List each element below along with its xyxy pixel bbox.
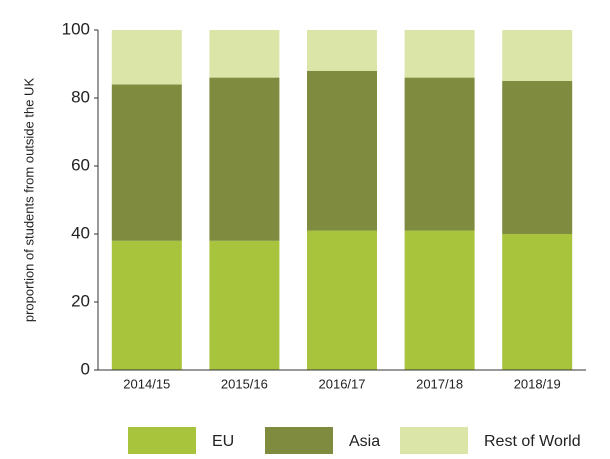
bar-segment xyxy=(502,234,573,370)
legend-swatch xyxy=(400,427,468,454)
bar-segment xyxy=(307,30,377,71)
bar-segment xyxy=(502,30,573,81)
x-tick-label: 2015/16 xyxy=(221,376,268,391)
bar-segment xyxy=(307,230,377,370)
y-tick-label: 80 xyxy=(71,87,90,106)
bar-segment xyxy=(404,77,475,231)
x-tick-label: 2018/19 xyxy=(514,376,561,391)
bar-segment xyxy=(209,240,280,370)
x-tick-label: 2014/15 xyxy=(123,376,170,391)
y-axis-title: proportion of students from outside the … xyxy=(21,78,36,323)
y-tick-label: 20 xyxy=(71,291,90,310)
bar-segment xyxy=(404,230,475,370)
y-tick-label: 40 xyxy=(71,223,90,242)
bar-segment xyxy=(502,81,573,234)
bar-segment xyxy=(307,70,377,231)
legend-label: Asia xyxy=(349,433,380,450)
y-tick-label: 0 xyxy=(81,359,90,378)
legend-label: EU xyxy=(212,433,234,450)
x-tick-label: 2017/18 xyxy=(416,376,463,391)
legend-label: Rest of World xyxy=(484,433,581,450)
legend-swatch xyxy=(128,427,196,454)
x-tick-label: 2016/17 xyxy=(319,376,366,391)
bar-segment xyxy=(209,30,280,78)
legend-swatch xyxy=(265,427,333,454)
y-tick-label: 60 xyxy=(71,155,90,174)
bar-segment xyxy=(404,30,475,78)
bar-segment xyxy=(111,240,182,370)
y-tick-label: 100 xyxy=(62,19,90,38)
bar-segment xyxy=(111,84,182,241)
bar-segment xyxy=(209,77,280,241)
bar-segment xyxy=(111,30,182,85)
